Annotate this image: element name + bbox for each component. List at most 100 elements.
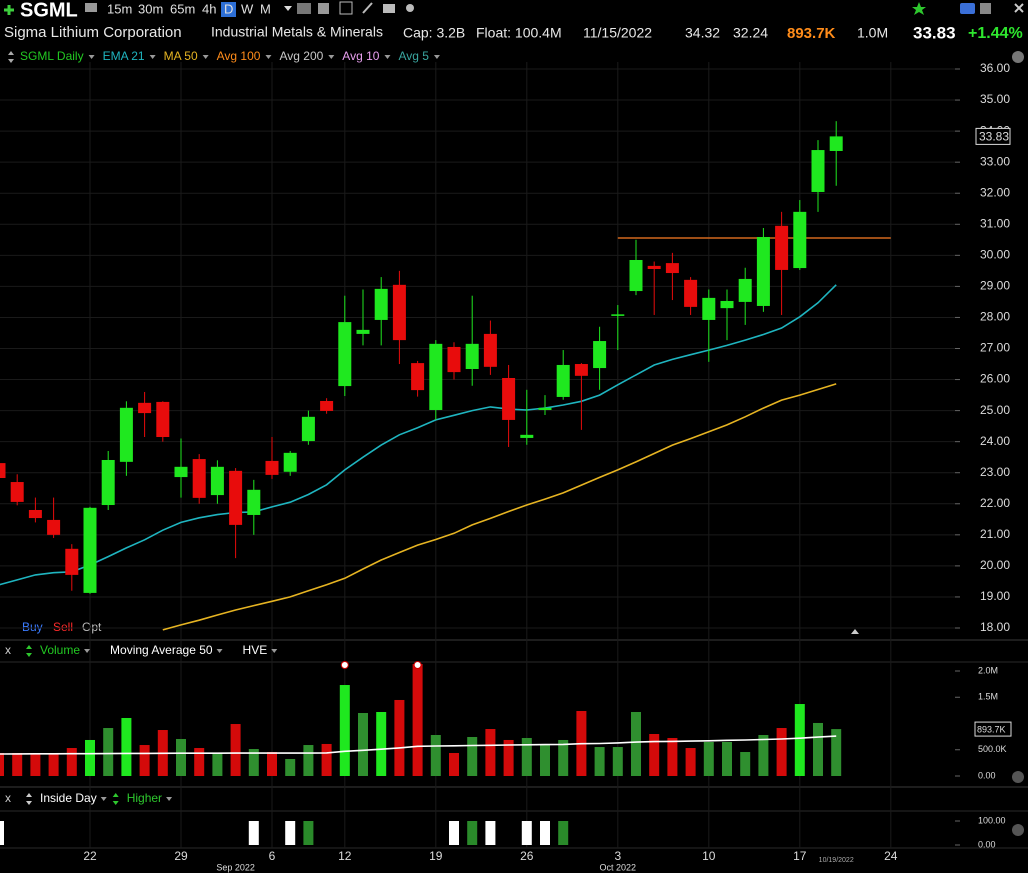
icon[interactable] [362,2,373,14]
candle-body [283,452,297,472]
legend-dropdown[interactable] [328,55,335,59]
y-tick-label: 35.00 [980,92,1010,106]
icon[interactable] [980,3,991,14]
volume-bar [176,738,186,776]
toolbar: SGML 15m 30m 65m 4h D W M [4,0,1024,21]
candle-body [829,136,843,151]
volume-bar [558,739,569,776]
y-tick-label: 27.00 [980,341,1010,355]
icon[interactable] [339,1,353,15]
volume-bar [813,722,823,776]
icon[interactable] [85,3,97,12]
icon[interactable] [960,3,975,14]
scroll-icon[interactable] [851,629,859,634]
symbol[interactable]: SGML [20,0,78,21]
interval-button[interactable]: M [260,1,271,16]
volume-bar [831,729,842,776]
pane-button[interactable] [1012,771,1024,783]
interval-button[interactable]: 4h [202,1,216,16]
y-tick-label: 25.00 [980,403,1010,417]
month-label: Sep 2022 [216,862,255,872]
pane-legend-item[interactable]: Moving Average 50 [110,643,213,657]
x-tick-label: 29 [174,849,188,863]
legend-item[interactable]: MA 50 [164,49,198,63]
legend-item[interactable]: Avg 100 [217,49,261,63]
low: 32.24 [733,25,768,41]
pane-legend-item[interactable]: HVE [243,643,268,657]
x-tick-label: 6 [269,849,276,863]
line-series [0,284,837,586]
volume-bar [503,739,514,776]
high: 34.32 [685,25,720,41]
icon[interactable] [383,4,395,13]
y-tick-label: 31.00 [980,216,1010,230]
pane-close[interactable]: x [5,791,11,805]
volume-bar [449,753,459,776]
interval-button[interactable]: 15m [107,1,132,16]
legend-dropdown[interactable] [166,797,173,801]
candle-body [775,225,789,270]
pane-close[interactable]: x [5,643,11,657]
legend-item[interactable]: Avg 200 [279,49,323,63]
icon[interactable] [318,3,329,14]
legend-item[interactable]: SGML Daily [20,49,84,63]
candle-body [374,288,388,320]
volume-bar [540,745,550,776]
pane-legend-item[interactable]: Inside Day [40,791,97,805]
y-tick-label: 2.0M [978,665,998,675]
pane-legend-item[interactable]: Volume [40,643,80,657]
volume-bar [649,734,660,776]
volume-box [974,721,1012,737]
volume-bar [248,749,259,776]
interval-button[interactable]: W [241,1,254,16]
pane-legend-item[interactable]: Higher [127,791,162,805]
y-tick-label: 22.00 [980,496,1010,510]
pane-button[interactable] [1012,824,1024,836]
icon[interactable] [912,2,926,15]
hve-marker [340,661,349,669]
company-name: Sigma Lithium Corporation [4,24,182,41]
month-label: Oct 2022 [600,862,637,872]
icon[interactable] [406,4,414,12]
legend-dropdown[interactable] [384,55,391,59]
change: +1.44% [968,25,1023,42]
buy-button[interactable]: Buy [22,620,43,634]
sell-button[interactable]: Sell [53,620,73,634]
interval-button[interactable]: 30m [138,1,163,16]
legend-item[interactable]: Avg 10 [342,49,379,63]
y-tick-label: 29.00 [980,279,1010,293]
candle-body [793,211,807,269]
y-tick-label: 0.00 [978,839,996,849]
add-icon[interactable] [4,5,14,15]
options-button[interactable]: Opt [82,620,102,634]
legend-dropdown[interactable] [433,55,440,59]
float: Float: 100.4M [476,25,562,41]
dropdown-icon[interactable] [284,6,292,11]
legend-dropdown[interactable] [216,649,223,653]
signal-bar [0,821,4,845]
volume-bar [376,712,387,776]
settings-button[interactable] [1012,51,1024,63]
icon[interactable] [297,3,311,14]
interval-button[interactable]: D [224,1,233,16]
legend-dropdown[interactable] [265,55,272,59]
legend-item[interactable]: Avg 5 [398,49,429,63]
y-tick-label: 24.00 [980,434,1010,448]
close-icon[interactable] [1014,3,1024,13]
legend-dropdown[interactable] [271,649,278,653]
legend-dropdown[interactable] [100,797,107,801]
volume-bar [794,704,805,776]
legend-dropdown[interactable] [202,55,209,59]
legend-arrows [26,645,32,657]
interval-button[interactable]: 65m [170,1,195,16]
signal-bar [540,821,550,845]
volume-bar [103,728,114,776]
legend-item[interactable]: EMA 21 [103,49,145,63]
legend-dropdown[interactable] [88,55,95,59]
legend-dropdown[interactable] [149,55,156,59]
volume-bar [776,728,787,776]
volume-bar [30,753,41,776]
industry: Industrial Metals & Minerals [211,24,383,40]
legend-dropdown[interactable] [84,649,91,653]
